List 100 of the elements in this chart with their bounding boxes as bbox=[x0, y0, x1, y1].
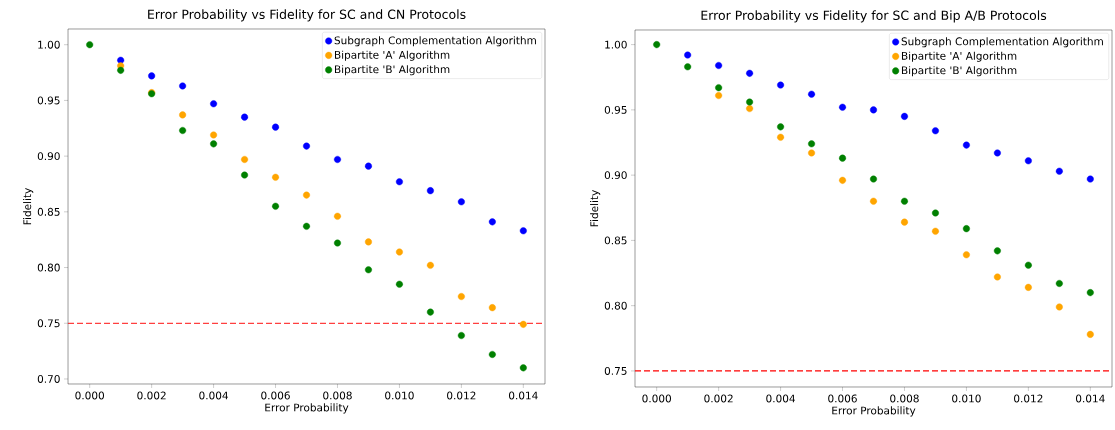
x-tick-label: 0.014 bbox=[1075, 394, 1105, 403]
x-tick-label: 0.000 bbox=[75, 391, 105, 400]
chart-title: Error Probability vs Fidelity for SC and CN Protocols bbox=[148, 9, 466, 22]
point bbox=[457, 332, 465, 340]
point bbox=[333, 212, 341, 220]
legend-label: Bipartite 'A' Algorithm bbox=[901, 51, 1017, 62]
point bbox=[900, 112, 908, 120]
point bbox=[117, 66, 125, 74]
point bbox=[210, 140, 218, 148]
point bbox=[777, 81, 785, 89]
x-tick-label: 0.004 bbox=[766, 394, 796, 403]
x-tick-label: 0.008 bbox=[323, 391, 352, 400]
point bbox=[993, 247, 1001, 255]
legend-label: Bipartite 'A' Algorithm bbox=[334, 50, 450, 61]
legend-label: Bipartite 'B' Algorithm bbox=[901, 66, 1017, 77]
y-tick-label: 0.85 bbox=[604, 236, 627, 245]
point bbox=[777, 133, 785, 141]
point bbox=[210, 100, 218, 108]
point bbox=[241, 155, 249, 163]
legend-label: Subgraph Complementation Algorithm bbox=[901, 37, 1103, 48]
x-tick-label: 0.010 bbox=[952, 394, 981, 403]
point bbox=[900, 197, 908, 205]
point bbox=[962, 225, 970, 233]
point bbox=[931, 209, 939, 217]
point bbox=[395, 280, 403, 288]
y-axis-title: Fidelity bbox=[590, 190, 601, 227]
x-tick-label: 0.012 bbox=[447, 391, 476, 400]
x-tick-label: 0.004 bbox=[199, 391, 229, 400]
point bbox=[426, 187, 434, 195]
point bbox=[993, 273, 1001, 281]
point bbox=[364, 162, 372, 170]
x-axis-title: Error Probability bbox=[832, 406, 916, 417]
point bbox=[272, 123, 280, 131]
point bbox=[808, 140, 816, 148]
point bbox=[488, 350, 496, 358]
point bbox=[241, 171, 249, 179]
y-tick-label: 0.95 bbox=[604, 105, 627, 114]
point bbox=[426, 308, 434, 316]
point bbox=[808, 149, 816, 157]
y-tick-label: 0.95 bbox=[37, 96, 60, 105]
point bbox=[653, 41, 661, 49]
point bbox=[1086, 289, 1094, 297]
point bbox=[1086, 330, 1094, 338]
point bbox=[364, 266, 372, 274]
point bbox=[1024, 283, 1032, 291]
x-tick-label: 0.006 bbox=[828, 394, 857, 403]
x-tick-label: 0.002 bbox=[704, 394, 733, 403]
point bbox=[870, 197, 877, 205]
y-tick-label: 1.00 bbox=[605, 40, 627, 49]
point bbox=[839, 103, 847, 111]
point bbox=[808, 90, 816, 98]
point bbox=[1055, 279, 1063, 287]
point bbox=[488, 304, 496, 312]
point bbox=[303, 142, 311, 150]
point bbox=[715, 62, 723, 69]
point bbox=[715, 92, 723, 100]
point bbox=[272, 173, 280, 181]
point bbox=[395, 178, 403, 186]
y-tick-label: 1.00 bbox=[38, 40, 60, 49]
point bbox=[210, 131, 218, 139]
point bbox=[241, 113, 249, 121]
y-tick-label: 0.80 bbox=[37, 263, 60, 272]
x-tick-label: 0.008 bbox=[890, 394, 919, 403]
legend-label: Subgraph Complementation Algorithm bbox=[334, 36, 536, 47]
x-tick-label: 0.010 bbox=[385, 391, 414, 400]
point bbox=[519, 364, 527, 372]
point bbox=[839, 154, 847, 162]
point bbox=[870, 106, 877, 114]
point bbox=[272, 202, 280, 210]
x-tick-label: 0.002 bbox=[137, 391, 166, 400]
x-tick-label: 0.014 bbox=[508, 391, 538, 400]
point bbox=[426, 261, 434, 269]
y-tick-label: 0.90 bbox=[37, 152, 60, 161]
point bbox=[1024, 261, 1032, 269]
point bbox=[684, 63, 692, 71]
point bbox=[962, 251, 970, 259]
x-tick-label: 0.006 bbox=[261, 391, 290, 400]
point bbox=[519, 227, 527, 235]
point bbox=[179, 82, 187, 90]
point bbox=[1086, 175, 1094, 183]
point bbox=[148, 72, 156, 80]
point bbox=[519, 320, 527, 328]
point bbox=[364, 238, 372, 246]
point bbox=[333, 155, 341, 163]
y-tick-label: 0.75 bbox=[37, 319, 60, 328]
point bbox=[1024, 157, 1032, 165]
point bbox=[86, 41, 94, 49]
point bbox=[715, 84, 723, 92]
point bbox=[839, 176, 847, 184]
point bbox=[746, 69, 754, 77]
point bbox=[684, 51, 692, 59]
point bbox=[1055, 303, 1063, 311]
y-axis-title: Fidelity bbox=[23, 188, 34, 225]
point bbox=[900, 218, 908, 226]
point bbox=[870, 175, 877, 183]
point bbox=[1055, 167, 1063, 175]
point bbox=[488, 218, 496, 226]
point bbox=[395, 248, 403, 256]
point bbox=[303, 191, 311, 199]
x-tick-label: 0.000 bbox=[642, 394, 672, 403]
